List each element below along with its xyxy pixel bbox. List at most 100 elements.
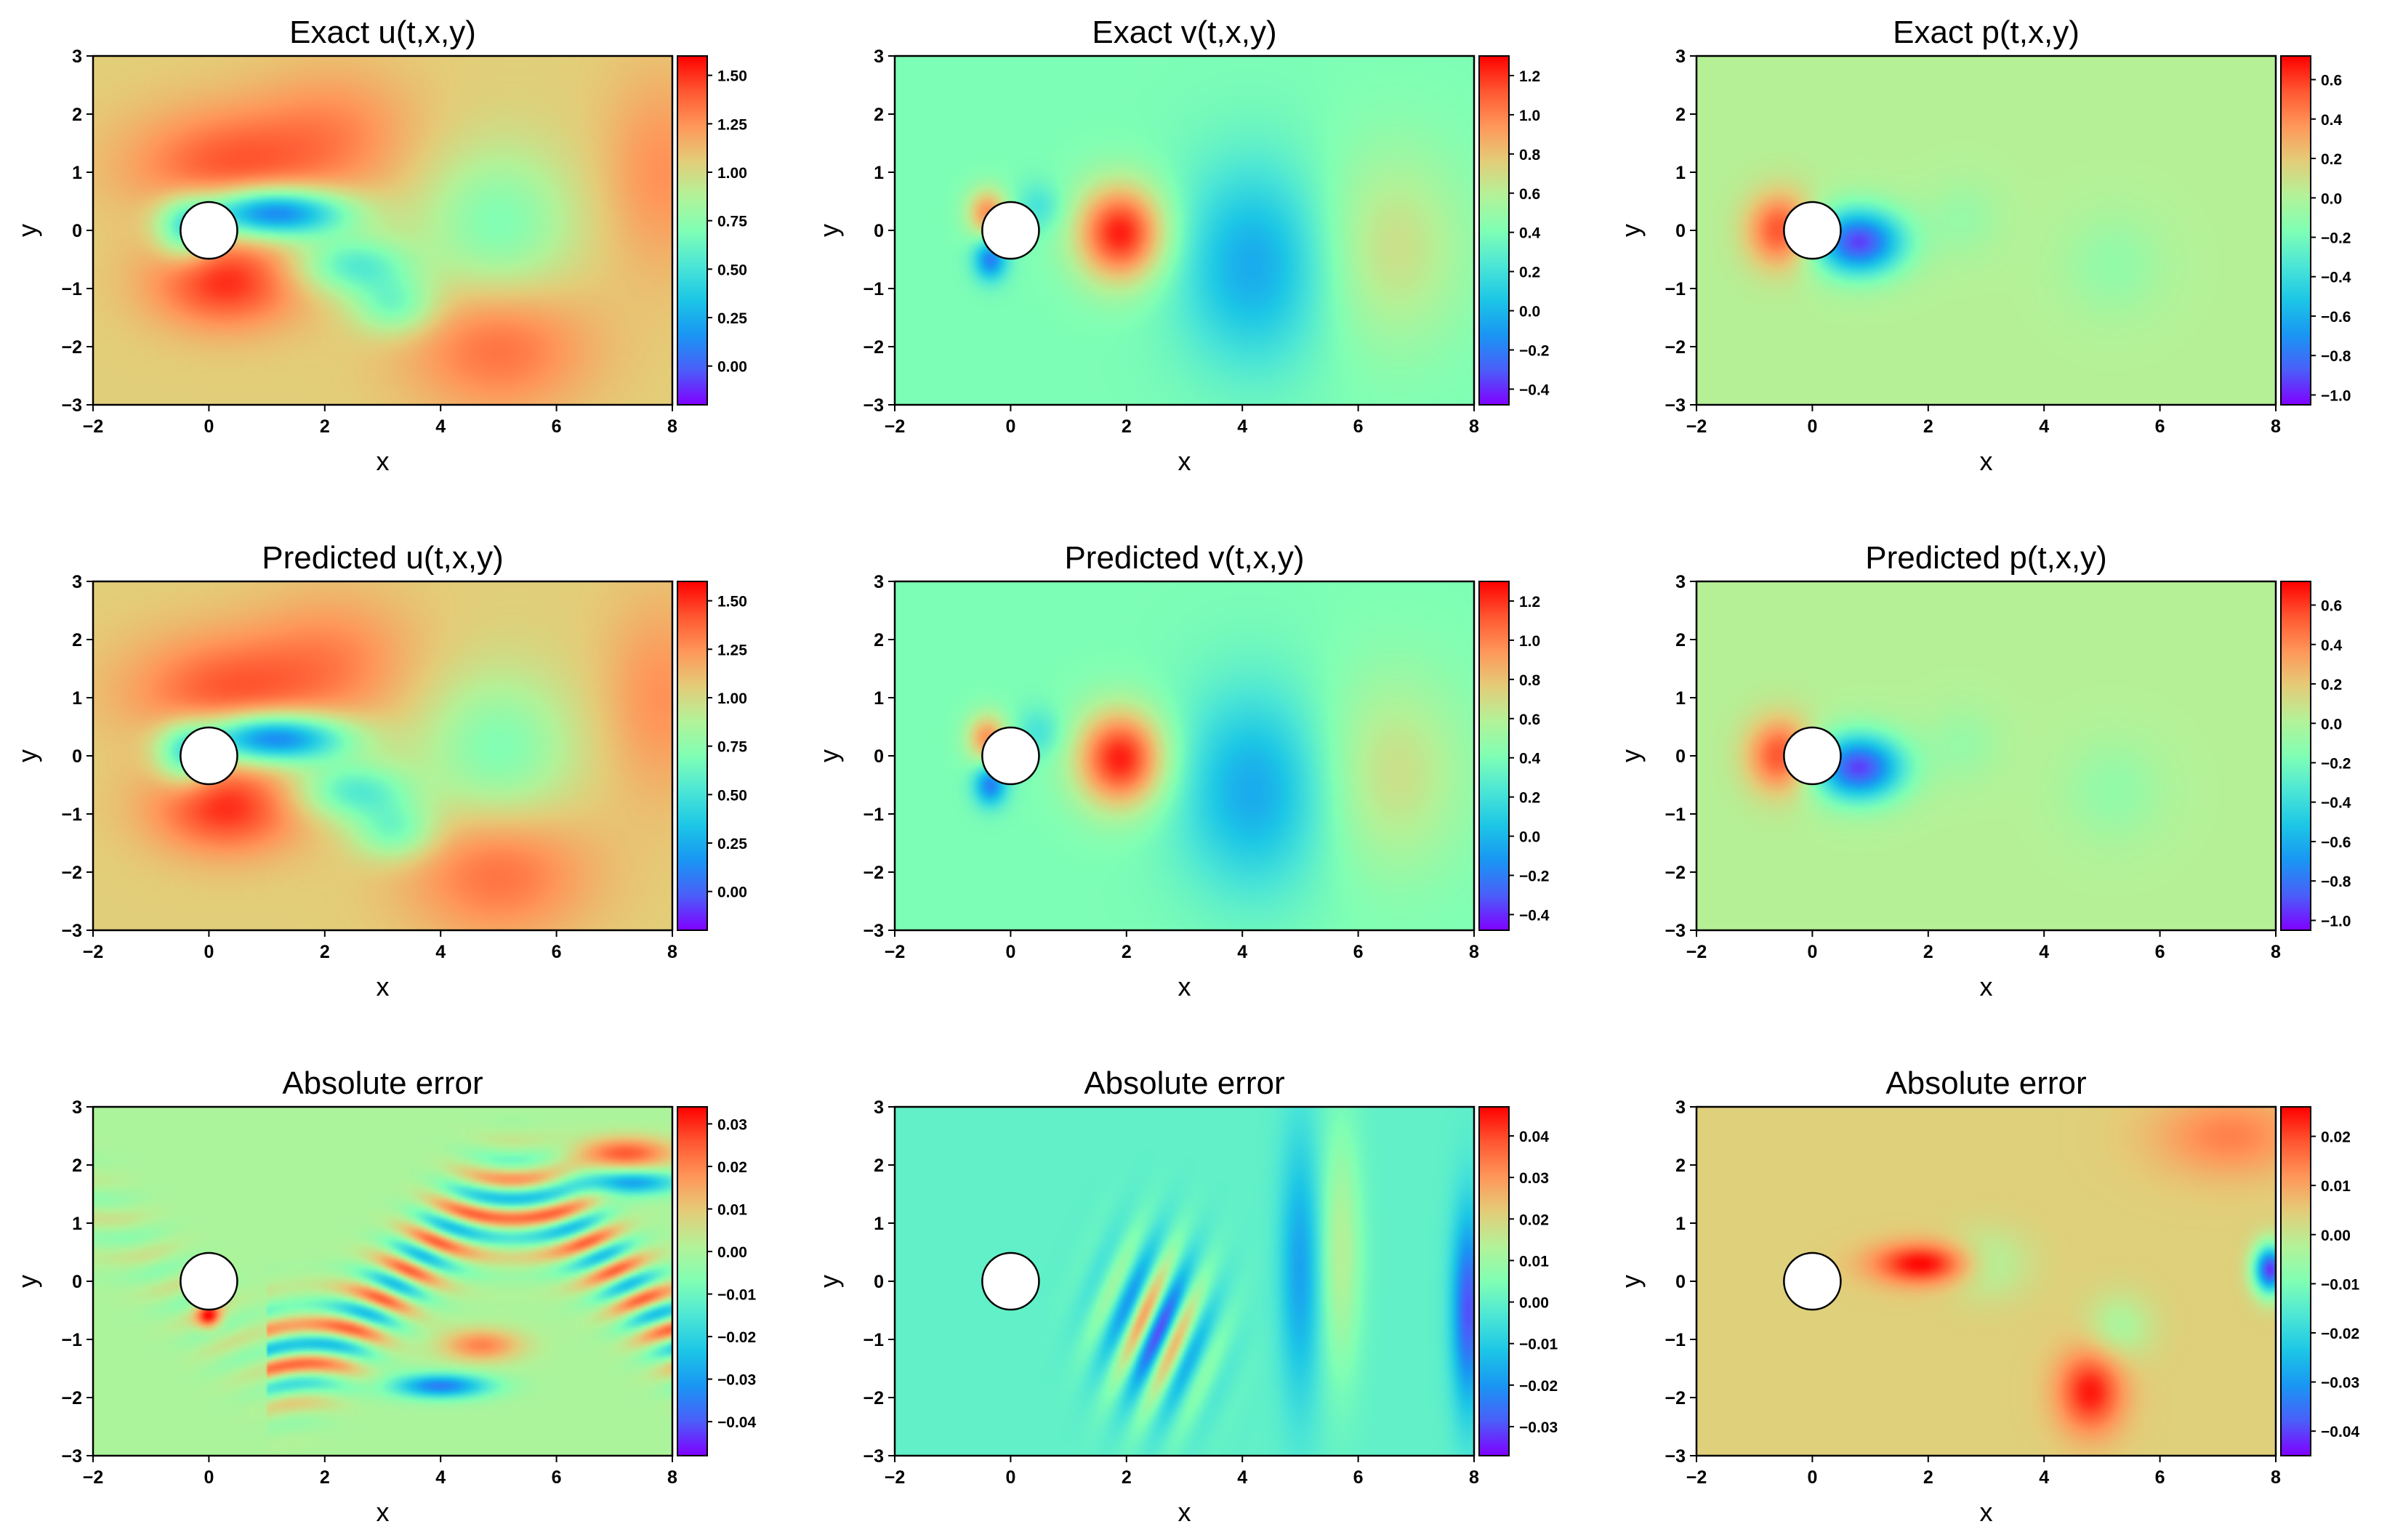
x-tick-label: 2 [1923, 1467, 1933, 1488]
x-tick-label: 4 [435, 942, 446, 962]
y-tick-label: −2 [61, 1388, 82, 1408]
x-tick-label: 8 [2271, 1467, 2281, 1488]
panel-exact-v: Exact v(t,x,y)−2 0 2 4 6 8−3−2−10123xy−0.4−0.… [814, 15, 1550, 476]
cylinder-obstacle [180, 726, 238, 786]
x-tick-label: 6 [2155, 942, 2165, 962]
y-tick-label: −1 [1665, 279, 1686, 299]
y-axis-label: y [814, 1275, 844, 1288]
x-tick-label: 6 [2155, 1467, 2165, 1488]
colorbar-tick-label: −1.0 [2321, 913, 2351, 930]
x-tick-label: 6 [552, 942, 562, 962]
colorbar-tick-label: 1.2 [1519, 594, 1540, 610]
colorbar-tick-label: 1.00 [717, 690, 747, 707]
colorbar-tick-label: −0.03 [2321, 1375, 2359, 1392]
x-tick-label: 6 [552, 1467, 562, 1488]
x-axis-label: x [1178, 972, 1191, 1001]
colorbar-tick-label: 0.50 [717, 787, 747, 804]
panel-pred-u: Predicted u(t,x,y)−2 0 2 4 6 8−3−2−10123xy0.0… [12, 540, 747, 1001]
y-tick-label: −3 [1665, 1446, 1686, 1467]
y-axis-label: y [1616, 749, 1646, 762]
y-axis-label: y [1616, 1275, 1646, 1288]
y-tick-label: −1 [1665, 1330, 1686, 1350]
y-tick-label: 1 [874, 688, 884, 709]
y-tick-label: 0 [72, 221, 82, 241]
colorbar [677, 581, 708, 931]
colorbar-tick-label: −0.01 [717, 1287, 756, 1304]
colorbar-tick-label: −0.8 [2321, 874, 2351, 890]
colorbar-tick-label: 0.00 [2321, 1227, 2351, 1244]
cylinder-obstacle [180, 1251, 238, 1311]
x-tick-label: 0 [1807, 1467, 1817, 1488]
y-axis-label: y [12, 749, 42, 762]
panel-title: Predicted p(t,x,y) [1865, 540, 2107, 576]
y-tick-label: 3 [874, 572, 884, 592]
y-tick-label: 2 [1675, 630, 1686, 650]
colorbar-tick-label: −0.8 [2321, 348, 2351, 365]
colorbar-tick-label: −0.04 [717, 1414, 756, 1431]
x-axis-label: x [1980, 1497, 1993, 1527]
panel-title: Absolute error [1084, 1065, 1284, 1101]
panel-title: Absolute error [1885, 1065, 2086, 1101]
x-tick-label: 8 [2271, 942, 2281, 962]
colorbar-tick-label: 0.2 [2321, 677, 2342, 693]
colorbar-tick-label: 1.25 [717, 116, 747, 133]
colorbar-tick-label: 0.03 [1519, 1170, 1549, 1187]
y-tick-label: 2 [72, 630, 82, 650]
colorbar-tick-label: 0.00 [717, 359, 747, 376]
y-tick-label: 1 [1675, 163, 1686, 183]
y-tick-label: −3 [1665, 395, 1686, 416]
y-tick-label: −1 [61, 1330, 82, 1350]
y-axis-label: y [1616, 224, 1646, 237]
y-tick-label: 1 [1675, 688, 1686, 709]
y-tick-label: 2 [72, 105, 82, 125]
x-tick-label: 6 [1353, 942, 1364, 962]
y-tick-label: −3 [1665, 921, 1686, 941]
cylinder-obstacle [981, 726, 1040, 786]
y-tick-label: −3 [61, 921, 82, 941]
panel-pred-p: Predicted p(t,x,y)−2 0 2 4 6 8−3−2−10123xy−1.… [1616, 540, 2351, 1001]
colorbar [2280, 55, 2311, 406]
colorbar-tick-label: 1.50 [717, 68, 747, 85]
colorbar-tick-label: −0.2 [2321, 755, 2351, 772]
y-tick-label: −3 [61, 395, 82, 416]
colorbar-tick-label: −1.0 [2321, 387, 2351, 404]
colorbar-tick-label: −0.02 [1519, 1378, 1558, 1395]
colorbar-tick-label: 0.6 [1519, 711, 1540, 728]
x-tick-label: 0 [1005, 1467, 1015, 1488]
x-tick-label: 2 [1122, 416, 1132, 437]
y-tick-label: 0 [874, 746, 884, 767]
y-tick-label: 0 [1675, 221, 1686, 241]
colorbar-tick-label: −0.2 [2321, 230, 2351, 246]
colorbar-tick-label: 0.02 [717, 1159, 747, 1176]
colorbar [677, 55, 708, 406]
x-tick-label: −2 [1686, 416, 1707, 437]
y-tick-label: 1 [874, 1214, 884, 1234]
colorbar [1478, 581, 1510, 931]
y-tick-label: 3 [874, 1097, 884, 1118]
colorbar-tick-label: 0.00 [717, 1244, 747, 1261]
y-tick-label: 0 [72, 1272, 82, 1292]
panel-title: Exact v(t,x,y) [1092, 15, 1276, 50]
y-axis-label: y [814, 224, 844, 237]
y-tick-label: 3 [72, 1097, 82, 1118]
colorbar-tick-label: 0.4 [2321, 637, 2343, 654]
y-tick-label: 1 [874, 163, 884, 183]
y-tick-label: −1 [863, 805, 884, 825]
x-tick-label: −2 [83, 1467, 104, 1488]
y-tick-label: 1 [1675, 1214, 1686, 1234]
y-tick-label: −3 [61, 1446, 82, 1467]
cylinder-obstacle [1783, 201, 1842, 260]
colorbar [677, 1106, 708, 1456]
x-tick-label: 4 [435, 416, 446, 437]
cylinder-obstacle [180, 201, 238, 260]
cylinder-obstacle [1783, 1251, 1842, 1311]
x-axis-label: x [377, 972, 390, 1001]
y-tick-label: −2 [1665, 1388, 1686, 1408]
x-tick-label: 6 [1353, 416, 1364, 437]
colorbar-tick-label: 0.04 [1519, 1129, 1549, 1145]
colorbar-tick-label: 1.50 [717, 594, 747, 610]
colorbar [2280, 581, 2311, 931]
colorbar-tick-label: 1.25 [717, 642, 747, 658]
colorbar-tick-label: 0.02 [1519, 1212, 1549, 1228]
x-tick-label: 0 [1005, 416, 1015, 437]
